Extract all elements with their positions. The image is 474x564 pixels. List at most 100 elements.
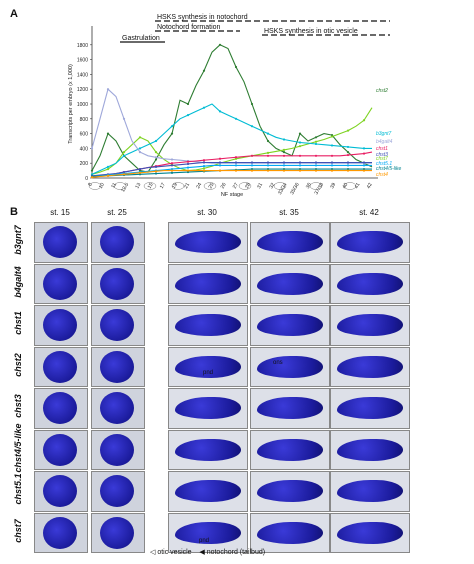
- stage-embryo-icon: [143, 182, 157, 190]
- y-tick-label: 1600: [77, 58, 88, 64]
- notochord-legend-label: notochord (tailbud): [206, 549, 266, 556]
- embryo-stain: [100, 267, 134, 300]
- x-tick-label: 32: [268, 182, 276, 190]
- data-point: [330, 135, 334, 138]
- embryo-stain: [43, 475, 77, 507]
- data-point: [266, 154, 270, 157]
- data-point: [138, 151, 142, 154]
- in-situ-image: [330, 388, 410, 429]
- x-tick-label: 41: [354, 182, 362, 190]
- data-point: [330, 169, 334, 172]
- data-point: [154, 165, 158, 168]
- series-line: [91, 161, 372, 177]
- panel-b-legend: ◁ otic vesicle ◀ notochord (tailbud): [150, 548, 265, 556]
- data-point: [362, 164, 366, 167]
- y-tick-label: 0: [85, 176, 88, 182]
- embryo-stain: [257, 397, 323, 419]
- x-tick-label: 19: [171, 182, 179, 190]
- data-point: [266, 151, 270, 154]
- data-point: [346, 164, 350, 167]
- legend-entry: b4galt4: [376, 139, 393, 145]
- data-point: [106, 132, 110, 135]
- in-situ-image: [34, 222, 88, 263]
- data-point: [234, 156, 238, 159]
- x-tick-label: 26: [220, 182, 228, 190]
- data-point: [314, 161, 318, 164]
- phase-label: Gastrulation: [122, 35, 160, 42]
- in-situ-image: [91, 222, 145, 263]
- in-situ-image: [91, 471, 145, 512]
- data-point: [250, 125, 254, 128]
- data-point: [106, 88, 110, 91]
- data-point: [90, 147, 94, 150]
- data-point: [90, 176, 94, 179]
- embryo-stain: [43, 309, 77, 341]
- in-situ-image: [330, 471, 410, 512]
- y-tick-label: 1400: [77, 72, 88, 78]
- in-situ-image: [250, 471, 330, 512]
- data-point: [346, 145, 350, 149]
- ons-annotation: ons: [273, 359, 283, 366]
- in-situ-image: [250, 263, 330, 304]
- data-point: [122, 173, 126, 176]
- embryo-stain: [100, 226, 134, 258]
- stage-embryo-icon: [238, 182, 252, 190]
- legend-entry: chst4/5-like: [376, 166, 402, 172]
- x-tick-label: 33/34: [277, 182, 289, 196]
- in-situ-image: ons: [250, 346, 330, 387]
- series-line: [91, 88, 372, 164]
- data-point: [170, 132, 174, 135]
- data-point: [330, 161, 334, 164]
- data-point: [314, 164, 318, 167]
- in-situ-image: [168, 222, 248, 263]
- y-tick-label: 1200: [77, 87, 88, 93]
- in-situ-image: [250, 388, 330, 429]
- data-point: [106, 165, 110, 168]
- embryo-stain: [175, 521, 241, 544]
- data-point: [106, 168, 110, 171]
- data-point: [314, 142, 318, 146]
- embryo-stain: [337, 438, 403, 461]
- stage-embryo-icon: [309, 182, 323, 190]
- data-point: [154, 172, 158, 175]
- data-point: [234, 161, 238, 164]
- column-header: st. 30: [197, 208, 217, 217]
- data-point: [202, 106, 206, 109]
- in-situ-image: [91, 388, 145, 429]
- column-header: st. 25: [107, 208, 127, 217]
- stage-embryo-icon: [343, 182, 357, 190]
- embryo-stain: [43, 516, 77, 549]
- x-tick-label: 21: [183, 182, 191, 190]
- data-point: [250, 164, 254, 167]
- embryo-stain: [257, 521, 323, 544]
- pnd-annotation: pnd: [203, 369, 214, 376]
- data-point: [346, 169, 350, 172]
- data-point: [266, 139, 270, 143]
- embryo-stain: [43, 226, 77, 258]
- stage-embryo-icon: [171, 182, 185, 190]
- in-situ-image: [250, 305, 330, 346]
- data-point: [298, 141, 302, 144]
- legend-entry: chst4: [376, 172, 388, 178]
- x-tick-label: 17: [159, 182, 167, 190]
- data-point: [154, 158, 158, 161]
- data-point: [314, 154, 318, 157]
- phase-label: HSKS synthesis in notochord: [157, 14, 248, 21]
- in-situ-image: [91, 512, 145, 553]
- embryo-stain: [175, 314, 241, 336]
- data-point: [282, 161, 286, 164]
- y-tick-label: 400: [80, 146, 89, 152]
- embryo-stain: [337, 355, 403, 378]
- data-point: [170, 169, 174, 172]
- data-point: [346, 153, 350, 157]
- data-point: [314, 169, 318, 172]
- stage-embryo-icon: [273, 182, 287, 190]
- legend-entry: chst7: [376, 156, 388, 162]
- embryo-stain: [257, 355, 323, 378]
- data-point: [90, 169, 94, 172]
- x-tick-label: 13: [134, 182, 142, 190]
- data-point: [218, 164, 222, 167]
- data-point: [362, 169, 366, 172]
- data-point: [266, 132, 270, 135]
- x-tick-label: 35/36: [289, 182, 301, 196]
